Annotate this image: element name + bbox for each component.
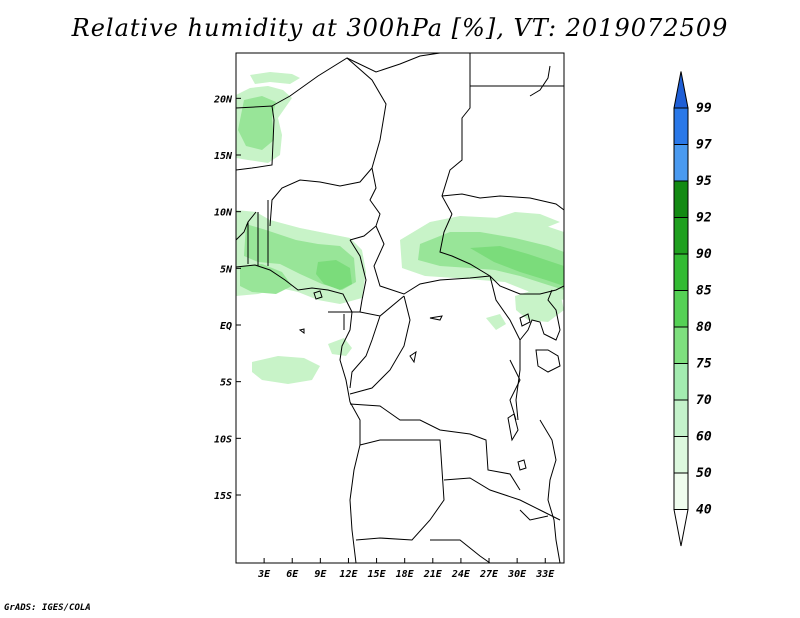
lakes: [298, 290, 531, 471]
lat-label: 5S: [220, 378, 232, 389]
lon-label: 33E: [535, 569, 555, 580]
lat-label: EQ: [220, 321, 232, 332]
lon-label: 9E: [314, 569, 327, 580]
colorbar-label: 97: [696, 138, 712, 153]
country-borders: [236, 53, 564, 563]
colorbar-label: 70: [696, 393, 712, 408]
colorbar-label: 50: [696, 466, 712, 481]
colorbar-segment: [673, 253, 689, 291]
lat-label: 5N: [220, 264, 233, 275]
humidity-area: [486, 314, 506, 330]
humidity-area: [238, 96, 276, 150]
colorbar-segment: [673, 180, 689, 218]
colorbar-segment: [673, 436, 689, 474]
humidity-area: [418, 232, 564, 290]
map-frame: [235, 52, 565, 564]
map-title: Relative humidity at 300hPa [%], VT: 201…: [71, 14, 729, 42]
colorbar-label: 99: [696, 101, 712, 116]
colorbar-segment: [673, 107, 689, 145]
lon-label: 21E: [423, 569, 443, 580]
colorbar-segment: [673, 472, 689, 510]
humidity-area: [316, 260, 352, 290]
humidity-area: [470, 246, 564, 286]
lon-label: 27E: [479, 569, 499, 580]
humidity-area: [490, 212, 560, 228]
colorbar-segment: [673, 71, 689, 109]
lon-label: 3E: [257, 569, 271, 580]
axis-labels: 20N 15N 10N 5N EQ 5S 10S 15S 3E 6E 9E 12E 15E 18E 21E 2…: [213, 94, 555, 580]
colorbar-segment: [673, 363, 689, 401]
lat-label: 15S: [214, 491, 232, 502]
lat-label: 10S: [214, 434, 232, 445]
humidity-area: [328, 338, 352, 356]
colorbar-label: 60: [696, 430, 712, 445]
colorbar-segment: [673, 217, 689, 255]
colorbar-segment: [673, 399, 689, 437]
colorbar-label: 85: [696, 284, 712, 299]
colorbar-label: 95: [696, 174, 712, 189]
colorbar-label: 40: [696, 503, 712, 518]
colorbar: 99 97 95 92 90 85 80 75 70 60 50 40: [673, 71, 712, 547]
colorbar-label: 80: [696, 320, 712, 335]
lat-label: 20N: [213, 94, 233, 105]
lon-label: 6E: [286, 569, 299, 580]
humidity-area: [252, 356, 320, 384]
lon-label: 15E: [368, 569, 387, 580]
humidity-area: [515, 288, 564, 322]
lon-label: 18E: [396, 569, 415, 580]
lat-label: 15N: [214, 151, 233, 162]
lon-label: 24E: [451, 569, 471, 580]
lon-label: 12E: [339, 569, 358, 580]
colorbar-segment: [673, 326, 689, 364]
colorbar-segment: [673, 144, 689, 182]
colorbar-label: 92: [696, 211, 712, 226]
humidity-area: [250, 72, 300, 84]
lon-label: 30E: [507, 569, 527, 580]
humidity-area: [240, 264, 292, 294]
humidity-shading: [236, 72, 564, 384]
colorbar-label: 90: [696, 247, 712, 262]
grads-credit: GrADS: IGES/COLA: [4, 603, 91, 613]
colorbar-segment: [673, 509, 689, 547]
colorbar-segment: [673, 290, 689, 328]
colorbar-label: 75: [696, 357, 712, 372]
lat-label: 10N: [214, 208, 233, 219]
